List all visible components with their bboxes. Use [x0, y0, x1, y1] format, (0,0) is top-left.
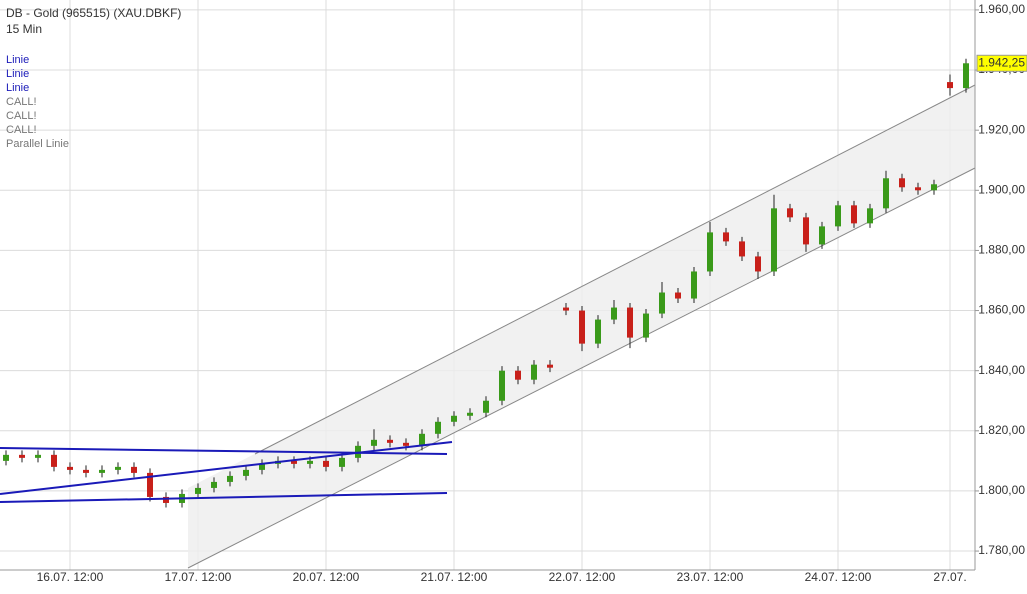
- candle-body: [819, 226, 825, 245]
- x-tick-label: 16.07. 12:00: [37, 570, 104, 584]
- y-tick-label: 1.840,00: [978, 363, 1025, 377]
- y-tick-label: 1.820,00: [978, 423, 1025, 437]
- candle-body: [851, 205, 857, 224]
- y-tick-label: 1.880,00: [978, 243, 1025, 257]
- candle-body: [707, 232, 713, 272]
- candle-body: [227, 475, 233, 482]
- candle-body: [771, 208, 777, 272]
- candle-body: [131, 466, 137, 473]
- candle-body: [115, 466, 121, 470]
- candle-body: [51, 454, 57, 467]
- candle-body: [579, 310, 585, 344]
- chart-title: DB - Gold (965515) (XAU.DBKF): [6, 6, 181, 20]
- candle-body: [211, 481, 217, 488]
- y-tick-label: 1.920,00: [978, 122, 1025, 136]
- candle-body: [403, 442, 409, 446]
- last-price-box: [976, 54, 1027, 72]
- x-tick-label: 23.07. 12:00: [677, 570, 744, 584]
- candle-body: [675, 292, 681, 299]
- candle-body: [99, 469, 105, 473]
- candle-body: [883, 178, 889, 209]
- candle-body: [595, 319, 601, 344]
- y-tick-label: 1.800,00: [978, 483, 1025, 497]
- candle-body: [691, 271, 697, 299]
- x-tick-label: 22.07. 12:00: [549, 570, 616, 584]
- candle-body: [563, 307, 569, 311]
- legend-entry: CALL!: [6, 96, 37, 108]
- legend: Linie Linie Linie CALL! CALL! CALL! Parallel L…: [6, 54, 69, 150]
- candle-body: [627, 307, 633, 338]
- candle-body: [83, 469, 89, 473]
- y-tick-label: 1.960,00: [978, 2, 1025, 16]
- candle-body: [67, 466, 73, 470]
- trend-line: [0, 447, 448, 455]
- x-tick-label: 17.07. 12:00: [165, 570, 232, 584]
- candle-body: [899, 178, 905, 188]
- trend-line: [0, 492, 448, 503]
- x-tick-label: 21.07. 12:00: [421, 570, 488, 584]
- legend-entry: CALL!: [6, 110, 37, 122]
- channel-upper: [254, 84, 976, 455]
- last-price-label: 1.942,25: [978, 55, 1025, 69]
- grid: [0, 0, 975, 570]
- candle-body: [387, 439, 393, 443]
- candle-body: [243, 469, 249, 476]
- candle-body: [931, 184, 937, 191]
- candle-body: [499, 370, 505, 401]
- x-tick-label: 24.07. 12:00: [805, 570, 872, 584]
- candle-body: [787, 208, 793, 218]
- candle-body: [835, 205, 841, 227]
- candle-body: [467, 412, 473, 416]
- trend-line: [0, 441, 453, 495]
- candle-body: [643, 313, 649, 338]
- candle-body: [419, 433, 425, 446]
- candle-body: [547, 364, 553, 368]
- legend-entry: Linie: [6, 82, 29, 94]
- candle-body: [963, 63, 969, 89]
- candle-body: [35, 454, 41, 458]
- y-tick-label: 1.900,00: [978, 182, 1025, 196]
- candle-body: [435, 421, 441, 434]
- candle-body: [3, 454, 9, 461]
- candle-body: [19, 454, 25, 458]
- candle-body: [531, 364, 537, 380]
- x-tick-label: 20.07. 12:00: [293, 570, 360, 584]
- chart-subtitle: 15 Min: [6, 22, 42, 36]
- candle-body: [323, 460, 329, 467]
- candle-body: [291, 460, 297, 464]
- legend-entry: Parallel Linie: [6, 138, 69, 150]
- candle-body: [611, 307, 617, 320]
- candle-body: [947, 82, 953, 89]
- legend-entry: CALL!: [6, 124, 37, 136]
- candle-body: [259, 463, 265, 470]
- candle-body: [755, 256, 761, 272]
- candle-body: [867, 208, 873, 224]
- candle-body: [483, 400, 489, 413]
- y-tick-label: 1.860,00: [978, 303, 1025, 317]
- candle-body: [307, 460, 313, 464]
- legend-entry: Linie: [6, 54, 29, 66]
- y-tick-label: 1.780,00: [978, 543, 1025, 557]
- candle-body: [163, 496, 169, 503]
- x-tick-label: 27.07.: [933, 570, 966, 584]
- candle-body: [915, 187, 921, 191]
- channel-lower: [187, 167, 976, 569]
- legend-entry: Linie: [6, 68, 29, 80]
- candle-body: [195, 487, 201, 494]
- candle-body: [659, 292, 665, 314]
- candle-body: [371, 439, 377, 446]
- candle-body: [147, 472, 153, 497]
- candle-body: [803, 217, 809, 245]
- candles: [3, 58, 969, 508]
- candle-body: [739, 241, 745, 257]
- candle-body: [723, 232, 729, 242]
- candle-body: [451, 415, 457, 422]
- candle-body: [515, 370, 521, 380]
- candle-body: [339, 457, 345, 467]
